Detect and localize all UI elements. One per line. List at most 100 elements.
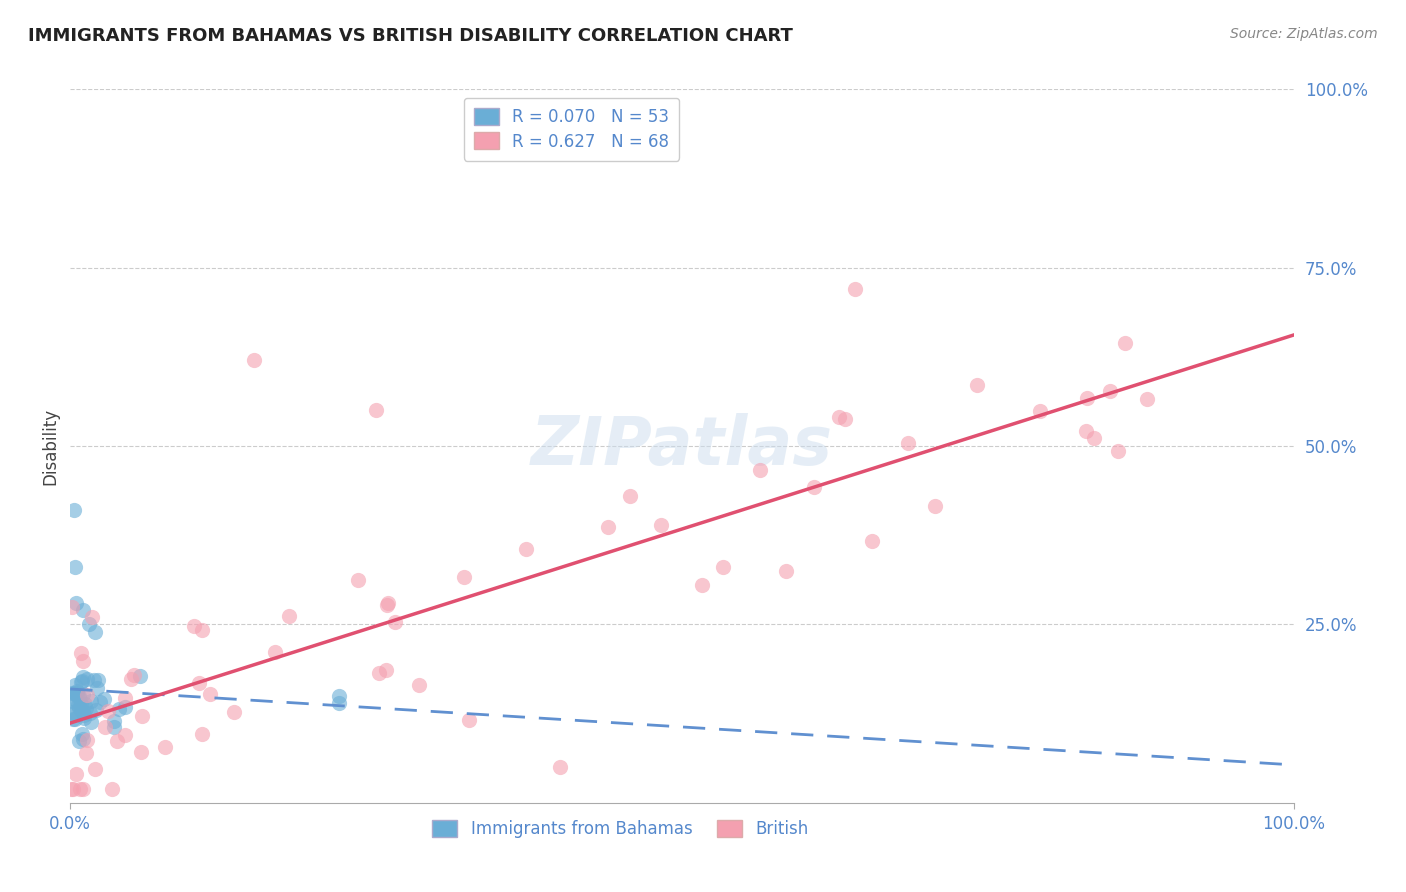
Point [105, 734, 128, 748]
Point [72, 669, 94, 683]
Point [243, 353, 266, 368]
Point [83, 624, 105, 639]
Point [114, 727, 136, 741]
Point [72, 687, 94, 701]
Point [60, 705, 83, 719]
Point [596, 520, 619, 534]
Point [860, 533, 883, 548]
Point [328, 689, 350, 703]
Point [1107, 444, 1129, 458]
Legend: Immigrants from Bahamas, British: Immigrants from Bahamas, British [426, 813, 815, 845]
Point [129, 668, 152, 682]
Point [1136, 392, 1159, 407]
Point [75, 701, 97, 715]
Point [366, 403, 388, 417]
Point [73, 711, 96, 725]
Point [97, 704, 120, 718]
Point [70, 673, 93, 688]
Point [83, 762, 105, 776]
Point [749, 463, 772, 477]
Point [114, 699, 136, 714]
Point [76, 672, 98, 686]
Point [87, 673, 110, 687]
Point [114, 690, 136, 705]
Point [1076, 391, 1098, 405]
Point [188, 675, 211, 690]
Point [67, 698, 90, 712]
Point [67, 734, 90, 748]
Point [191, 727, 214, 741]
Point [79, 714, 101, 729]
Point [1099, 384, 1122, 398]
Point [80, 693, 103, 707]
Point [1114, 336, 1136, 351]
Point [1029, 404, 1052, 418]
Point [70, 704, 93, 718]
Point [66, 687, 89, 701]
Point [62, 712, 84, 726]
Point [72, 781, 94, 796]
Point [82, 609, 104, 624]
Point [224, 705, 246, 719]
Point [108, 701, 131, 715]
Point [121, 673, 143, 687]
Point [67, 701, 90, 715]
Point [72, 732, 94, 747]
Point [198, 688, 221, 702]
Point [65, 687, 87, 701]
Point [76, 733, 98, 747]
Point [153, 740, 176, 755]
Point [711, 559, 734, 574]
Point [79, 706, 101, 721]
Point [65, 767, 87, 781]
Point [84, 703, 107, 717]
Point [89, 695, 111, 709]
Point [63, 560, 86, 574]
Point [73, 708, 96, 723]
Point [183, 619, 205, 633]
Point [101, 781, 124, 796]
Point [834, 412, 856, 426]
Point [75, 747, 97, 761]
Point [94, 720, 117, 734]
Point [548, 760, 571, 774]
Point [67, 690, 90, 705]
Point [458, 713, 481, 727]
Point [65, 596, 87, 610]
Point [191, 623, 214, 637]
Point [650, 517, 672, 532]
Text: IMMIGRANTS FROM BAHAMAS VS BRITISH DISABILITY CORRELATION CHART: IMMIGRANTS FROM BAHAMAS VS BRITISH DISAB… [28, 27, 793, 45]
Point [103, 720, 125, 734]
Point [1083, 431, 1105, 445]
Point [63, 678, 86, 692]
Point [377, 596, 399, 610]
Point [65, 684, 87, 698]
Point [775, 564, 797, 578]
Point [453, 570, 475, 584]
Point [827, 410, 849, 425]
Point [70, 698, 93, 712]
Point [1074, 424, 1097, 438]
Point [60, 686, 83, 700]
Point [278, 608, 301, 623]
Point [59, 781, 82, 796]
Point [83, 673, 105, 688]
Point [122, 668, 145, 682]
Point [515, 541, 537, 556]
Point [966, 377, 988, 392]
Point [347, 574, 370, 588]
Point [69, 781, 91, 796]
Point [63, 503, 86, 517]
Point [374, 663, 396, 677]
Point [384, 615, 406, 629]
Point [924, 500, 946, 514]
Point [60, 706, 83, 721]
Point [264, 645, 287, 659]
Point [70, 646, 93, 660]
Point [77, 617, 100, 632]
Point [129, 745, 152, 759]
Point [63, 712, 86, 726]
Point [367, 666, 389, 681]
Point [803, 480, 825, 494]
Point [72, 655, 94, 669]
